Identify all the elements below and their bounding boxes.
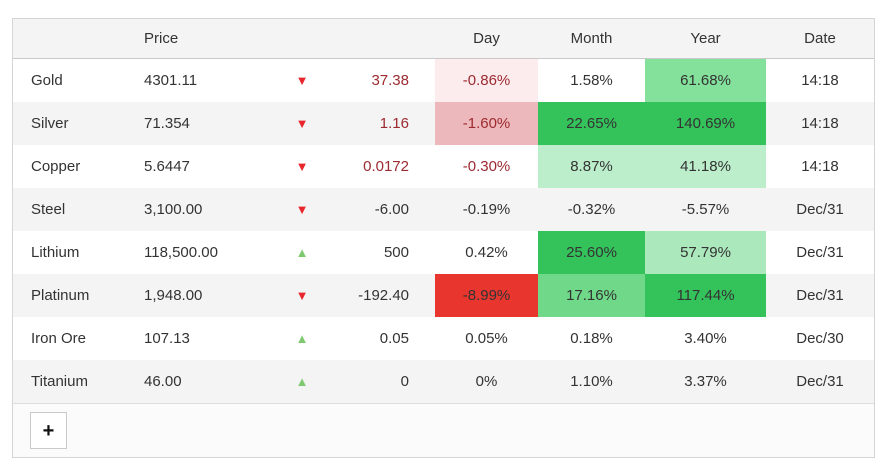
price-value: 118,500.00 [144, 244, 218, 261]
commodity-name: Copper [31, 158, 81, 175]
commodity-name: Silver [13, 102, 133, 145]
down-arrow-icon: ▼ [268, 274, 336, 317]
price-value: 5.6447 [144, 158, 190, 175]
change-value: 500 [383, 244, 409, 261]
change-value: 37.38 [371, 72, 409, 89]
header-change [336, 19, 435, 59]
commodity-name: Lithium [31, 244, 80, 261]
down-arrow-icon: ▼ [268, 188, 336, 231]
up-arrow-icon: ▲ [295, 331, 309, 346]
day-percent: 0.42% [465, 244, 508, 261]
commodity-name: Iron Ore [31, 330, 87, 347]
commodity-name: Gold [31, 72, 63, 89]
day-percent: -0.86% [435, 58, 538, 102]
table-row[interactable]: Copper 5.6447 ▼ 0.0172 -0.30% 8.87% 41.18% 14:1… [13, 145, 874, 188]
header-year: Year [645, 19, 766, 59]
date-value: Dec/31 [766, 274, 874, 317]
header-name [13, 19, 133, 59]
add-commodity-button[interactable]: + [30, 412, 67, 449]
table-row[interactable]: Platinum 1,948.00 ▼ -192.40 -8.99% 17.16% 117.… [13, 274, 874, 317]
date-value: 14:18 [766, 102, 874, 145]
down-arrow-icon: ▼ [268, 102, 336, 145]
table-footer: + [13, 403, 874, 457]
header-day: Day [435, 19, 538, 59]
price-value: 1,948.00 [133, 274, 268, 317]
price-value: 3,100.00 [133, 188, 268, 231]
table-row[interactable]: Steel 3,100.00 ▼ -6.00 -0.19% -0.32% -5.57% Dec… [13, 188, 874, 231]
month-percent: 0.18% [570, 330, 613, 347]
month-percent: 1.58% [570, 72, 613, 89]
header-row: Price Day Month Year Date [13, 19, 874, 59]
commodity-name: Platinum [13, 274, 133, 317]
month-percent: 1.10% [538, 360, 645, 403]
table-row[interactable]: Iron Ore 107.13 ▲ 0.05 0.05% 0.18% 3.40% Dec/30 [13, 317, 874, 360]
change-value: -6.00 [336, 188, 435, 231]
down-arrow-icon: ▼ [295, 159, 309, 174]
year-percent: 41.18% [645, 145, 766, 188]
day-percent: -8.99% [435, 274, 538, 317]
year-percent: 61.68% [645, 58, 766, 102]
table-row[interactable]: Silver 71.354 ▼ 1.16 -1.60% 22.65% 140.69% 14:1… [13, 102, 874, 145]
change-value: 0.05 [379, 330, 409, 347]
price-value: 46.00 [133, 360, 268, 403]
change-value: -192.40 [336, 274, 435, 317]
year-percent: -5.57% [645, 188, 766, 231]
header-month: Month [538, 19, 645, 59]
year-percent: 117.44% [645, 274, 766, 317]
commodities-table-widget: Price Day Month Year Date Gold 4301.11 ▼ 37… [12, 18, 875, 458]
day-percent: 0.05% [465, 330, 508, 347]
header-price: Price [133, 19, 268, 59]
price-value: 71.354 [133, 102, 268, 145]
month-percent: 8.87% [538, 145, 645, 188]
month-percent: -0.32% [538, 188, 645, 231]
year-percent: 3.37% [645, 360, 766, 403]
day-percent: 0% [435, 360, 538, 403]
table-row[interactable]: Lithium 118,500.00 ▲ 500 0.42% 25.60% 57.79% De… [13, 231, 874, 274]
month-percent: 22.65% [538, 102, 645, 145]
year-percent: 3.40% [684, 330, 727, 347]
down-arrow-icon: ▼ [295, 73, 309, 88]
day-percent: -0.19% [435, 188, 538, 231]
date-value: Dec/30 [796, 330, 844, 347]
commodities-table: Price Day Month Year Date Gold 4301.11 ▼ 37… [13, 19, 874, 403]
up-arrow-icon: ▲ [295, 245, 309, 260]
month-percent: 17.16% [538, 274, 645, 317]
table-body: Gold 4301.11 ▼ 37.38 -0.86% 1.58% 61.68% 14:18 S… [13, 58, 874, 403]
change-value: 0 [336, 360, 435, 403]
day-percent: -1.60% [435, 102, 538, 145]
date-value: Dec/31 [766, 360, 874, 403]
change-value: 0.0172 [363, 158, 409, 175]
table-row[interactable]: Gold 4301.11 ▼ 37.38 -0.86% 1.58% 61.68% 14:18 [13, 58, 874, 102]
date-value: Dec/31 [766, 188, 874, 231]
date-value: 14:18 [801, 72, 839, 89]
date-value: 14:18 [801, 158, 839, 175]
year-percent: 140.69% [645, 102, 766, 145]
day-percent: -0.30% [462, 158, 511, 175]
commodity-name: Titanium [13, 360, 133, 403]
header-date: Date [766, 19, 874, 59]
change-value: 1.16 [336, 102, 435, 145]
table-row[interactable]: Titanium 46.00 ▲ 0 0% 1.10% 3.37% Dec/31 [13, 360, 874, 403]
year-percent: 57.79% [645, 231, 766, 274]
date-value: Dec/31 [796, 244, 844, 261]
commodity-name: Steel [13, 188, 133, 231]
up-arrow-icon: ▲ [268, 360, 336, 403]
price-value: 107.13 [144, 330, 190, 347]
month-percent: 25.60% [538, 231, 645, 274]
header-arrow [268, 19, 336, 59]
price-value: 4301.11 [144, 72, 198, 89]
